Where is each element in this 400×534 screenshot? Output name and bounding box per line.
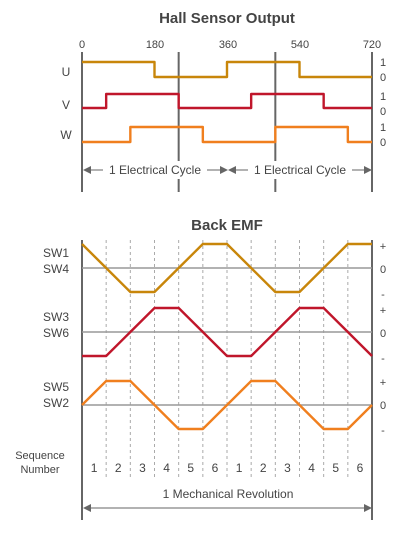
- sequence-number-9: 3: [284, 461, 291, 475]
- emf-title: Back EMF: [191, 217, 263, 234]
- cycle-label-2: 1 Electrical Cycle: [254, 163, 346, 177]
- sequence-number-7: 1: [236, 461, 243, 475]
- emf-level-labels: + 0 - + 0 - + 0 -: [380, 241, 386, 437]
- emf-minus-2: -: [381, 353, 385, 365]
- label-sw2: SW2: [43, 396, 69, 410]
- emf-waveforms: [81, 242, 373, 431]
- sequence-number-12: 6: [357, 461, 364, 475]
- mechanical-revolution-marker: 1 Mechanical Revolution: [83, 487, 372, 512]
- hall-wave-u: [82, 60, 372, 79]
- emf-minus-1: -: [381, 289, 385, 301]
- emf-zero-2: 0: [380, 328, 386, 340]
- emf-wave-sw3-sw6: [82, 306, 373, 358]
- emf-zero-3: 0: [380, 400, 386, 412]
- hall-wave-v: [82, 92, 372, 110]
- sequence-number-3: 3: [139, 461, 146, 475]
- level-high-w: 1: [380, 122, 386, 134]
- label-sw5: SW5: [43, 380, 69, 394]
- hall-row-labels: U V W: [60, 65, 72, 142]
- hall-title: Hall Sensor Output: [159, 10, 295, 27]
- emf-minus-3: -: [381, 425, 385, 437]
- sequence-number-6: 6: [212, 461, 219, 475]
- degree-label-360: 360: [219, 39, 237, 51]
- cycle-label-bg-1: [103, 161, 207, 179]
- sequence-number-2: 2: [115, 461, 122, 475]
- cycle-arrowhead-left-1: [83, 166, 91, 174]
- sequence-number-10: 4: [308, 461, 315, 475]
- hall-level-labels: 1 0 1 0 1 0: [380, 57, 386, 149]
- degree-label-0: 0: [79, 39, 85, 51]
- level-low-v: 0: [380, 106, 386, 118]
- label-sw3: SW3: [43, 310, 69, 324]
- level-high-v: 1: [380, 91, 386, 103]
- label-sw1: SW1: [43, 246, 69, 260]
- hall-degree-labels: 0 180 360 540 720: [79, 39, 381, 51]
- sequence-number-8: 2: [260, 461, 267, 475]
- emf-switch-labels: SW1 SW4 SW3 SW6 SW5 SW2: [43, 246, 69, 410]
- sequence-number-4: 4: [163, 461, 170, 475]
- hall-waveforms: [82, 60, 372, 144]
- label-sw6: SW6: [43, 326, 69, 340]
- emf-zero-1: 0: [380, 264, 386, 276]
- emf-plus-3: +: [380, 377, 386, 389]
- label-sw4: SW4: [43, 262, 69, 276]
- degree-label-180: 180: [146, 39, 164, 51]
- sequence-number-1: 1: [91, 461, 98, 475]
- sequence-numbers: 1 2 3 4 5 6 1 2 3 4 5 6: [91, 461, 364, 475]
- sequence-label-line2: Number: [20, 464, 59, 476]
- degree-label-540: 540: [291, 39, 309, 51]
- hall-label-w: W: [60, 128, 72, 142]
- electrical-cycle-markers: 1 Electrical Cycle 1 Electrical Cycle: [83, 161, 372, 179]
- revolution-arrowhead-left: [83, 504, 91, 512]
- sequence-number-11: 5: [332, 461, 339, 475]
- sequence-label-line1: Sequence: [15, 450, 65, 462]
- grid-lines: [81, 52, 373, 520]
- emf-plus-1: +: [380, 241, 386, 253]
- emf-wave-sw1-sw4: [81, 242, 372, 294]
- cycle-arrowhead-left-2: [228, 166, 236, 174]
- cycle-label-bg-2: [248, 161, 352, 179]
- level-high-u: 1: [380, 57, 386, 69]
- level-low-u: 0: [380, 72, 386, 84]
- cycle-arrowhead-right-2: [364, 166, 372, 174]
- revolution-arrowhead-right: [364, 504, 372, 512]
- hall-label-u: U: [62, 65, 71, 79]
- sequence-number-5: 5: [187, 461, 194, 475]
- emf-plus-2: +: [380, 305, 386, 317]
- level-low-w: 0: [380, 137, 386, 149]
- hall-wave-w: [82, 125, 372, 144]
- cycle-arrowhead-right-1: [220, 166, 228, 174]
- cycle-label-1: 1 Electrical Cycle: [109, 163, 201, 177]
- degree-label-720: 720: [363, 39, 381, 51]
- hall-label-v: V: [62, 98, 70, 112]
- emf-wave-sw5-sw2: [81, 379, 373, 431]
- revolution-label: 1 Mechanical Revolution: [163, 487, 294, 501]
